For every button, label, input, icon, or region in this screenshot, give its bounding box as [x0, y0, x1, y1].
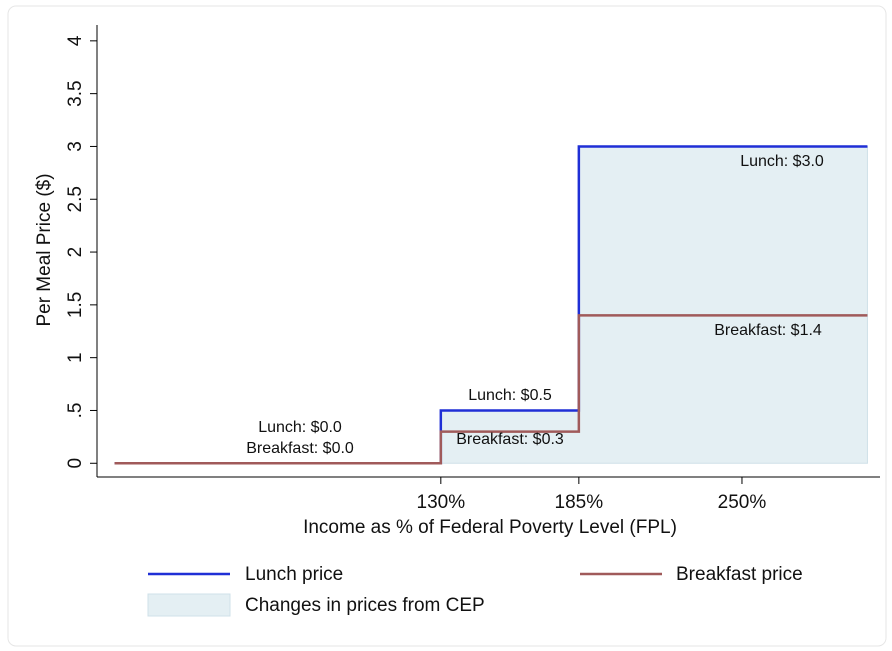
y-axis-label: Per Meal Price ($)	[34, 173, 55, 326]
annotation: Breakfast: $1.4	[714, 322, 822, 339]
annotation: Lunch: $0.5	[468, 387, 552, 404]
y-tick-label: 1	[65, 352, 86, 363]
y-tick-label: 4	[65, 35, 86, 46]
annotation: Breakfast: $0.3	[456, 431, 564, 448]
y-tick-label: 2.5	[65, 186, 86, 212]
y-tick-label: .5	[65, 403, 86, 419]
x-tick-label: 185%	[555, 492, 604, 513]
legend-label: Breakfast price	[676, 564, 803, 585]
annotation: Lunch: $3.0	[740, 153, 824, 170]
y-tick-label: 3	[65, 141, 86, 152]
x-tick-label: 130%	[417, 492, 466, 513]
y-tick-label: 0	[65, 458, 86, 469]
annotation: Lunch: $0.0	[258, 419, 342, 436]
y-tick-label: 2	[65, 247, 86, 258]
legend-label: Lunch price	[245, 564, 343, 585]
x-axis-label: Income as % of Federal Poverty Level (FP…	[303, 517, 677, 538]
annotation: Breakfast: $0.0	[246, 440, 354, 457]
legend-swatch	[147, 593, 231, 617]
legend-label: Changes in prices from CEP	[245, 595, 485, 616]
y-tick-label: 3.5	[65, 80, 86, 106]
x-tick-label: 250%	[718, 492, 767, 513]
y-tick-label: 1.5	[65, 292, 86, 318]
step-line	[114, 314, 868, 465]
